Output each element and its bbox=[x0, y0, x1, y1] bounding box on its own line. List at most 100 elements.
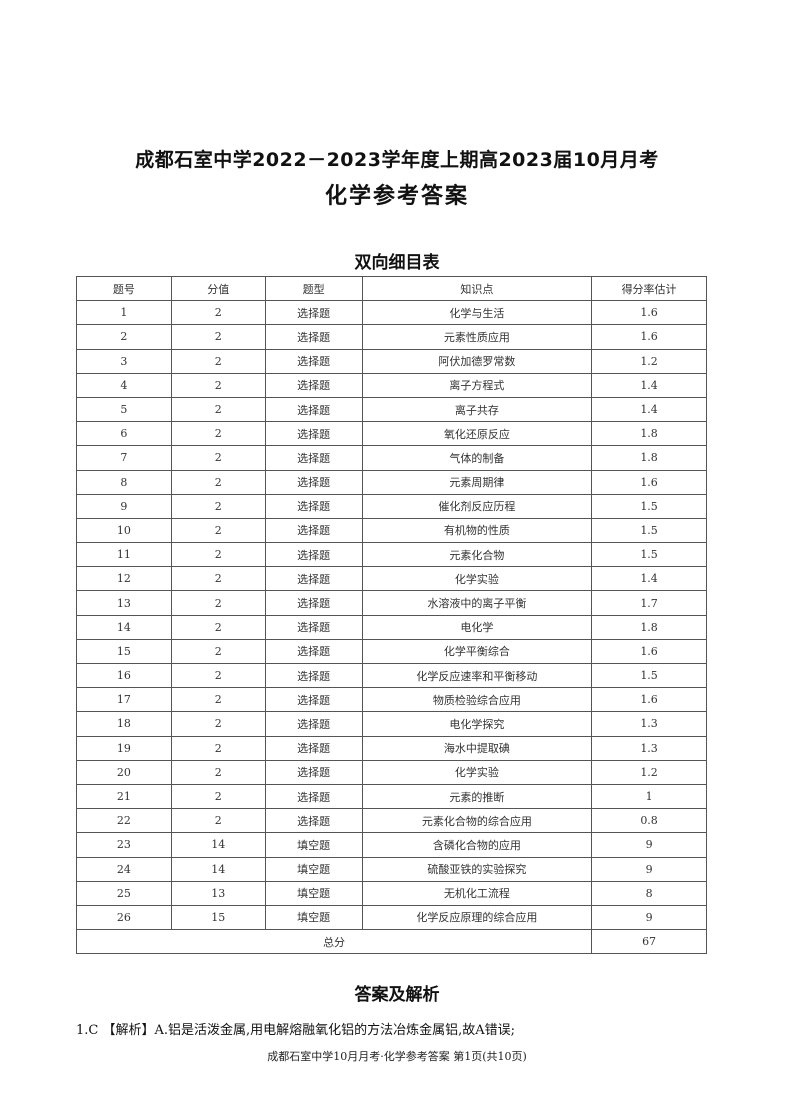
table-cell: 化学实验 bbox=[361, 566, 593, 592]
table-row: 3 2 选择题 阿伏加德罗常数 1.2 bbox=[76, 348, 707, 374]
table-cell: 24 bbox=[76, 856, 172, 882]
table-cell: 25 bbox=[76, 880, 172, 906]
table-cell: 2 bbox=[170, 662, 266, 689]
column-header: 得分率估计 bbox=[591, 275, 707, 302]
table-row: 9 2 选择题 催化剂反应历程 1.5 bbox=[76, 493, 707, 519]
table-row: 14 2 选择题 电化学 1.8 bbox=[76, 614, 707, 640]
table-cell: 选择题 bbox=[264, 711, 363, 737]
table-cell: 选择题 bbox=[264, 396, 363, 423]
table-cell: 化学反应原理的综合应用 bbox=[361, 904, 593, 931]
table-cell: 有机物的性质 bbox=[361, 517, 593, 544]
table-cell: 2 bbox=[170, 469, 266, 495]
table-cell: 1.4 bbox=[591, 372, 707, 398]
table-cell: 选择题 bbox=[264, 542, 363, 568]
table-cell: 14 bbox=[170, 832, 266, 858]
table-cell: 化学平衡综合 bbox=[361, 638, 593, 665]
table-cell: 1.8 bbox=[591, 445, 707, 471]
table-row: 13 2 选择题 水溶液中的离子平衡 1.7 bbox=[76, 590, 707, 616]
table-cell: 选择题 bbox=[264, 590, 363, 616]
table-cell: 气体的制备 bbox=[361, 445, 593, 471]
table-cell: 1.3 bbox=[591, 735, 707, 761]
table-cell: 6 bbox=[76, 421, 172, 447]
table-cell: 1 bbox=[591, 783, 707, 810]
table-cell: 1.4 bbox=[591, 566, 707, 592]
table-cell: 2 bbox=[170, 783, 266, 810]
table-cell: 2 bbox=[170, 517, 266, 544]
table-cell: 1.7 bbox=[591, 590, 707, 616]
table-cell: 无机化工流程 bbox=[361, 880, 593, 906]
table-cell: 2 bbox=[170, 735, 266, 761]
table-cell: 22 bbox=[76, 808, 172, 834]
table-cell: 1.2 bbox=[591, 348, 707, 374]
total-label: 总分 bbox=[75, 929, 593, 955]
table-cell: 选择题 bbox=[264, 638, 363, 665]
table-row: 22 2 选择题 元素化合物的综合应用 0.8 bbox=[76, 808, 707, 834]
table-cell: 2 bbox=[170, 614, 266, 640]
table-cell: 14 bbox=[76, 614, 172, 640]
document-title: 成都石室中学2022－2023学年度上期高2023届10月月考 bbox=[135, 149, 659, 171]
table-cell: 21 bbox=[76, 783, 172, 810]
table-cell: 化学实验 bbox=[361, 759, 593, 785]
table-cell: 2 bbox=[170, 711, 266, 737]
table-cell: 2 bbox=[170, 396, 266, 423]
table-cell: 选择题 bbox=[264, 783, 363, 810]
table-cell: 2 bbox=[170, 324, 266, 350]
table-cell: 7 bbox=[76, 445, 172, 471]
table-cell: 选择题 bbox=[264, 469, 363, 495]
table-cell: 1.2 bbox=[591, 759, 707, 785]
table-cell: 15 bbox=[170, 904, 266, 931]
table-cell: 选择题 bbox=[264, 735, 363, 761]
table-cell: 填空题 bbox=[264, 856, 363, 882]
column-header: 题型 bbox=[264, 275, 363, 302]
table-cell: 元素化合物 bbox=[361, 542, 593, 568]
table-cell: 水溶液中的离子平衡 bbox=[361, 590, 593, 616]
table-cell: 2 bbox=[170, 687, 266, 713]
table-cell: 15 bbox=[76, 638, 172, 665]
page-footer: 成都石室中学10月月考·化学参考答案 第1页(共10页) bbox=[267, 1050, 527, 1063]
table-row: 17 2 选择题 物质检验综合应用 1.6 bbox=[76, 687, 707, 713]
table-cell: 13 bbox=[170, 880, 266, 906]
table-cell: 元素性质应用 bbox=[361, 324, 593, 350]
table-cell: 选择题 bbox=[264, 687, 363, 713]
table-cell: 选择题 bbox=[264, 662, 363, 689]
table-cell: 10 bbox=[76, 517, 172, 544]
table-cell: 催化剂反应历程 bbox=[361, 493, 593, 519]
table-cell: 9 bbox=[76, 493, 172, 519]
table-cell: 9 bbox=[591, 832, 707, 858]
table-cell: 元素的推断 bbox=[361, 783, 593, 810]
table-cell: 氧化还原反应 bbox=[361, 421, 593, 447]
table-cell: 14 bbox=[170, 856, 266, 882]
table-row: 24 14 填空题 硫酸亚铁的实验探究 9 bbox=[76, 856, 707, 882]
table-cell: 1.5 bbox=[591, 517, 707, 544]
table-cell: 选择题 bbox=[264, 808, 363, 834]
table-cell: 1.6 bbox=[591, 638, 707, 665]
table-cell: 1.8 bbox=[591, 614, 707, 640]
table-cell: 2 bbox=[170, 493, 266, 519]
table-cell: 2 bbox=[170, 638, 266, 665]
table-cell: 11 bbox=[76, 542, 172, 568]
table-row: 10 2 选择题 有机物的性质 1.5 bbox=[76, 517, 707, 544]
table-cell: 16 bbox=[76, 662, 172, 689]
answer-1: 1.C 【解析】A.铝是活泼金属,用电解熔融氧化铝的方法冶炼金属铝,故A错误; bbox=[76, 1023, 516, 1038]
table-cell: 选择题 bbox=[264, 517, 363, 544]
table-cell: 物质检验综合应用 bbox=[361, 687, 593, 713]
table-cell: 2 bbox=[170, 542, 266, 568]
table-cell: 3 bbox=[76, 348, 172, 374]
table-row: 19 2 选择题 海水中提取碘 1.3 bbox=[76, 735, 707, 761]
total-value: 67 bbox=[591, 929, 707, 955]
table-row: 7 2 选择题 气体的制备 1.8 bbox=[76, 445, 707, 471]
table-cell: 1 bbox=[76, 300, 172, 326]
table-row: 21 2 选择题 元素的推断 1 bbox=[76, 783, 707, 810]
table-cell: 选择题 bbox=[264, 324, 363, 350]
table-row: 11 2 选择题 元素化合物 1.5 bbox=[76, 542, 707, 568]
table-cell: 元素化合物的综合应用 bbox=[361, 808, 593, 834]
table-cell: 26 bbox=[76, 904, 172, 931]
table-cell: 18 bbox=[76, 711, 172, 737]
table-cell: 17 bbox=[76, 687, 172, 713]
column-header: 分值 bbox=[170, 275, 266, 302]
table-cell: 20 bbox=[76, 759, 172, 785]
table-cell: 9 bbox=[591, 904, 707, 931]
table-cell: 1.6 bbox=[591, 300, 707, 326]
table-cell: 5 bbox=[76, 396, 172, 423]
table-cell: 9 bbox=[591, 856, 707, 882]
